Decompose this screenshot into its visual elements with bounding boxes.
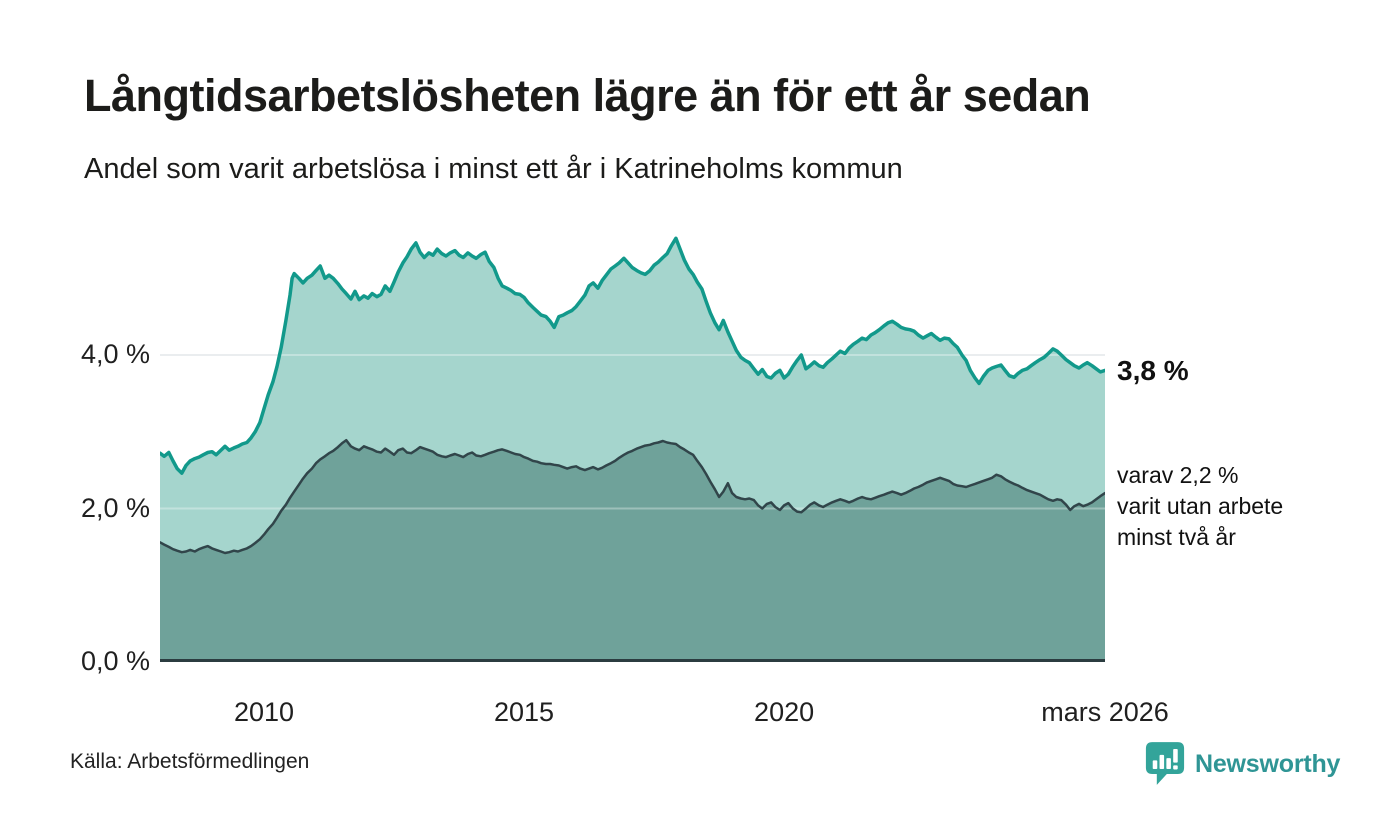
series-line-0	[160, 236, 1105, 475]
newsworthy-logo-icon	[1145, 742, 1185, 785]
page-title: Långtidsarbetslösheten lägre än för ett …	[84, 70, 1091, 121]
x-tick-label: 2020	[754, 697, 815, 727]
latest-value-label-bottom: varav 2,2 % varit utan arbete minst två …	[1117, 462, 1284, 550]
x-tick-label: 2015	[494, 697, 555, 727]
y-tick-label: 0,0 %	[80, 646, 150, 676]
series-line-1	[160, 438, 1105, 555]
newsworthy-wordmark: Newsworthy	[1195, 749, 1341, 778]
x-tick-label: 2010	[233, 697, 295, 727]
area-fill-1	[160, 440, 1105, 662]
area-chart	[160, 236, 1105, 662]
newsworthy-brand: Newsworthy	[1145, 741, 1340, 787]
latest-value-label-top: 3,8 %	[1117, 355, 1189, 386]
y-tick-label: 4,0 %	[80, 339, 150, 369]
x-tick-label: mars 2026	[1041, 697, 1169, 727]
source-credit: Källa: Arbetsförmedlingen	[70, 750, 310, 773]
page-subtitle: Andel som varit arbetslösa i minst ett å…	[84, 153, 903, 185]
y-tick-label: 2,0 %	[80, 492, 150, 523]
